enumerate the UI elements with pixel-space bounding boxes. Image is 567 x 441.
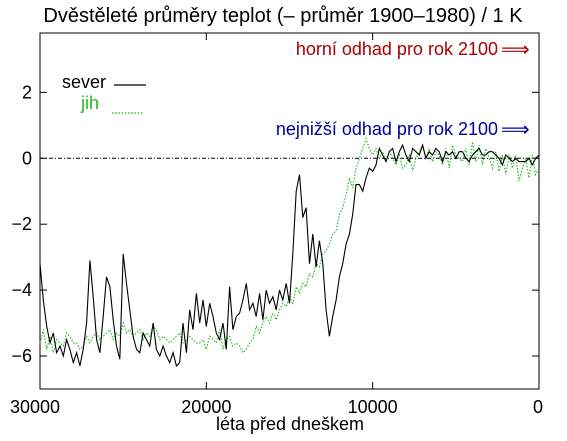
y-tick-label: −2 [11, 214, 32, 234]
x-tick-label: 10000 [348, 397, 398, 417]
series-line-jih [39, 136, 540, 354]
arrow-right-icon: ⟹ [501, 39, 530, 61]
plot-frame [39, 32, 540, 390]
annotation-upper-label: horní odhad pro rok 2100 [296, 39, 498, 59]
x-tick-label: 0 [533, 397, 543, 417]
x-axis-ticks: 30000 20000 10000 0 [10, 33, 543, 417]
annotation-upper: horní odhad pro rok 2100 ⟹ [296, 39, 530, 61]
legend-label-jih: jih [80, 93, 99, 113]
y-tick-label: −4 [11, 280, 32, 300]
x-tick-label: 20000 [181, 397, 231, 417]
chart-title: Dvěstěleté průměry teplot (– průměr 1900… [43, 5, 523, 27]
annotation-lower: nejnižší odhad pro rok 2100 ⟹ [276, 119, 530, 141]
y-tick-label: −6 [11, 346, 32, 366]
arrow-right-icon: ⟹ [501, 119, 530, 141]
annotation-lower-label: nejnižší odhad pro rok 2100 [276, 119, 498, 139]
x-tick-label: 30000 [10, 397, 60, 417]
y-tick-label: 2 [22, 82, 32, 102]
y-axis-ticks: 2 0 −2 −4 −6 [11, 82, 539, 366]
x-axis-label: léta před dneškem [216, 414, 364, 434]
legend: sever jih [62, 72, 146, 114]
y-tick-label: 0 [22, 148, 32, 168]
legend-label-sever: sever [62, 72, 106, 92]
series-line-sever [39, 143, 540, 367]
